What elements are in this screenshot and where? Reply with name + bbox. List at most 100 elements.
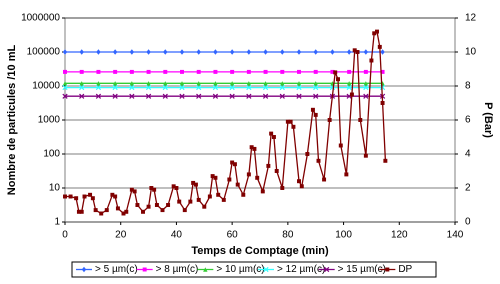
marker	[262, 93, 269, 99]
marker	[213, 49, 218, 55]
marker	[274, 169, 279, 173]
marker	[229, 93, 235, 99]
marker	[363, 153, 368, 158]
y-tick-label: 1	[54, 217, 60, 228]
marker	[62, 84, 68, 91]
marker	[346, 49, 352, 55]
marker	[163, 69, 168, 74]
x-tick-label: 40	[171, 230, 183, 241]
marker	[363, 81, 369, 86]
marker	[179, 81, 185, 86]
marker	[230, 69, 235, 74]
marker	[324, 266, 330, 273]
marker	[297, 69, 301, 74]
y-tick-label: 10000	[32, 81, 60, 92]
marker	[263, 81, 268, 86]
marker	[79, 93, 85, 99]
marker	[262, 84, 269, 91]
marker	[174, 186, 179, 190]
marker	[296, 81, 302, 86]
marker	[216, 192, 221, 197]
marker	[146, 204, 151, 209]
y2-tick-label: 2	[465, 183, 471, 194]
x-tick-label: 100	[335, 230, 352, 241]
marker	[232, 162, 237, 167]
marker	[246, 172, 251, 177]
x-tick-label: 120	[391, 230, 408, 241]
marker	[229, 81, 235, 86]
marker	[163, 49, 168, 55]
x-tick-label: 0	[62, 230, 68, 241]
y-tick-label: 10	[49, 183, 61, 194]
marker	[280, 186, 285, 190]
marker	[112, 93, 118, 99]
marker	[62, 93, 68, 99]
marker	[113, 194, 118, 199]
marker	[241, 192, 246, 197]
marker	[179, 49, 185, 55]
marker	[196, 69, 201, 74]
marker	[113, 69, 118, 74]
marker	[146, 69, 151, 74]
marker	[142, 267, 147, 272]
legend-label: > 8 µm(c)	[156, 264, 199, 275]
marker	[121, 211, 126, 216]
marker	[263, 266, 269, 273]
marker	[196, 49, 201, 55]
marker	[280, 49, 285, 55]
marker	[330, 69, 335, 74]
marker	[333, 70, 338, 75]
marker	[212, 84, 219, 91]
marker	[112, 84, 118, 91]
x-axis-title: Temps de Comptage (min)	[191, 245, 329, 257]
marker	[179, 93, 185, 99]
marker	[380, 69, 385, 74]
marker	[377, 44, 382, 49]
marker	[229, 84, 235, 91]
marker	[385, 267, 390, 272]
legend-label: > 5 µm(c)	[95, 264, 138, 275]
marker	[369, 58, 374, 63]
y-tick-label: 100	[43, 149, 60, 160]
y2-tick-label: 4	[465, 149, 471, 160]
marker	[327, 118, 332, 122]
marker	[296, 84, 302, 91]
marker	[266, 163, 271, 168]
marker	[336, 77, 340, 82]
marker	[291, 124, 296, 129]
marker	[246, 49, 252, 55]
marker	[358, 118, 363, 122]
marker	[279, 93, 285, 99]
marker	[330, 49, 335, 55]
marker	[129, 93, 135, 99]
marker	[104, 208, 109, 213]
marker	[297, 179, 301, 184]
marker	[296, 93, 302, 99]
marker	[280, 81, 285, 86]
marker	[188, 199, 193, 204]
marker	[129, 69, 134, 74]
marker	[81, 266, 87, 273]
marker	[115, 206, 120, 211]
marker	[227, 177, 232, 182]
marker	[196, 197, 201, 202]
x-tick-label: 140	[447, 230, 464, 241]
marker	[202, 204, 207, 209]
y2-tick-label: 10	[465, 47, 477, 58]
y2-tick-label: 0	[465, 217, 471, 228]
marker	[63, 194, 67, 199]
marker	[279, 84, 285, 91]
marker	[90, 196, 95, 201]
marker	[263, 69, 268, 74]
marker	[152, 187, 157, 192]
marker	[372, 31, 377, 36]
legend-label: > 10 µm(c)	[216, 264, 264, 275]
marker	[346, 81, 352, 86]
marker	[213, 69, 218, 74]
marker	[79, 81, 84, 86]
marker	[271, 135, 276, 139]
y2-tick-label: 12	[465, 13, 477, 24]
marker	[375, 29, 379, 34]
marker	[316, 158, 321, 163]
marker	[62, 81, 68, 86]
